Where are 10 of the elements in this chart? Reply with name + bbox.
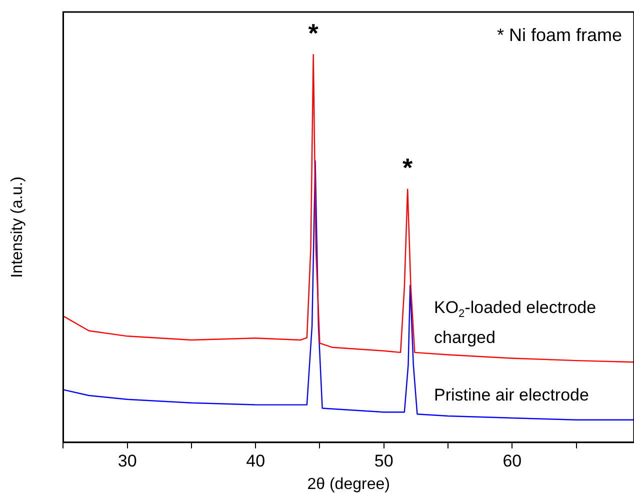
x-tick-label: 50 <box>374 451 394 470</box>
x-tick-label: 30 <box>118 451 137 470</box>
annotation: * <box>308 18 320 48</box>
x-axis-title: 2θ (degree) <box>307 476 390 493</box>
text: * Ni foam frame <box>496 24 622 45</box>
y-axis-title: Intensity (a.u.) <box>9 176 26 278</box>
series-label: Pristine air electrode <box>434 386 589 405</box>
annotation: * <box>402 152 414 182</box>
x-tick-label: 40 <box>246 451 266 470</box>
x-tick-label: 60 <box>502 451 522 470</box>
